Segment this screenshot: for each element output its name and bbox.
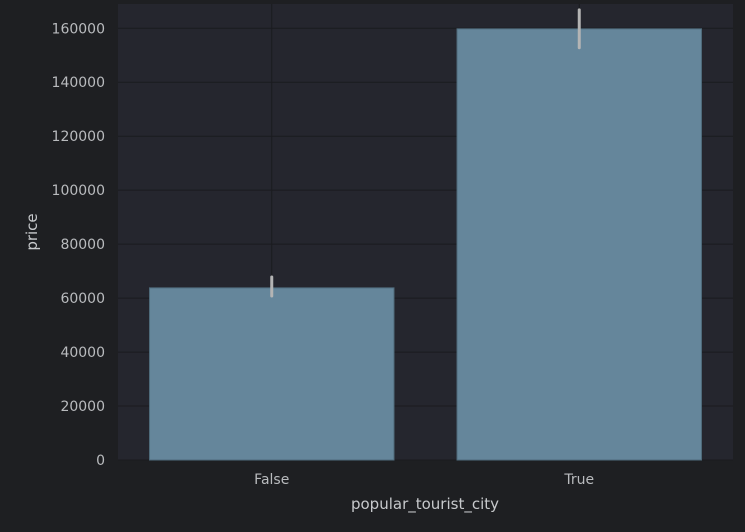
bars (149, 28, 702, 461)
bar-false (149, 287, 395, 461)
y-tick-label: 40000 (60, 345, 105, 361)
x-axis-ticks: False True (254, 472, 594, 488)
error-bars (270, 8, 581, 298)
y-tick-label: 100000 (52, 183, 105, 199)
x-tick-label: False (254, 472, 289, 488)
y-tick-label: 60000 (60, 291, 105, 307)
x-axis-label: popular_tourist_city (351, 495, 499, 514)
y-tick-label: 160000 (52, 21, 105, 37)
y-axis-ticks: 0 20000 40000 60000 80000 100000 120000 140000 1… (52, 21, 105, 469)
bar-true (456, 28, 702, 461)
y-tick-label: 140000 (52, 75, 105, 91)
y-axis-label: price (23, 213, 41, 250)
y-tick-label: 80000 (60, 237, 105, 253)
y-tick-label: 20000 (60, 399, 105, 415)
x-tick-label: True (563, 472, 594, 488)
y-tick-label: 0 (96, 453, 105, 469)
y-tick-label: 120000 (52, 129, 105, 145)
